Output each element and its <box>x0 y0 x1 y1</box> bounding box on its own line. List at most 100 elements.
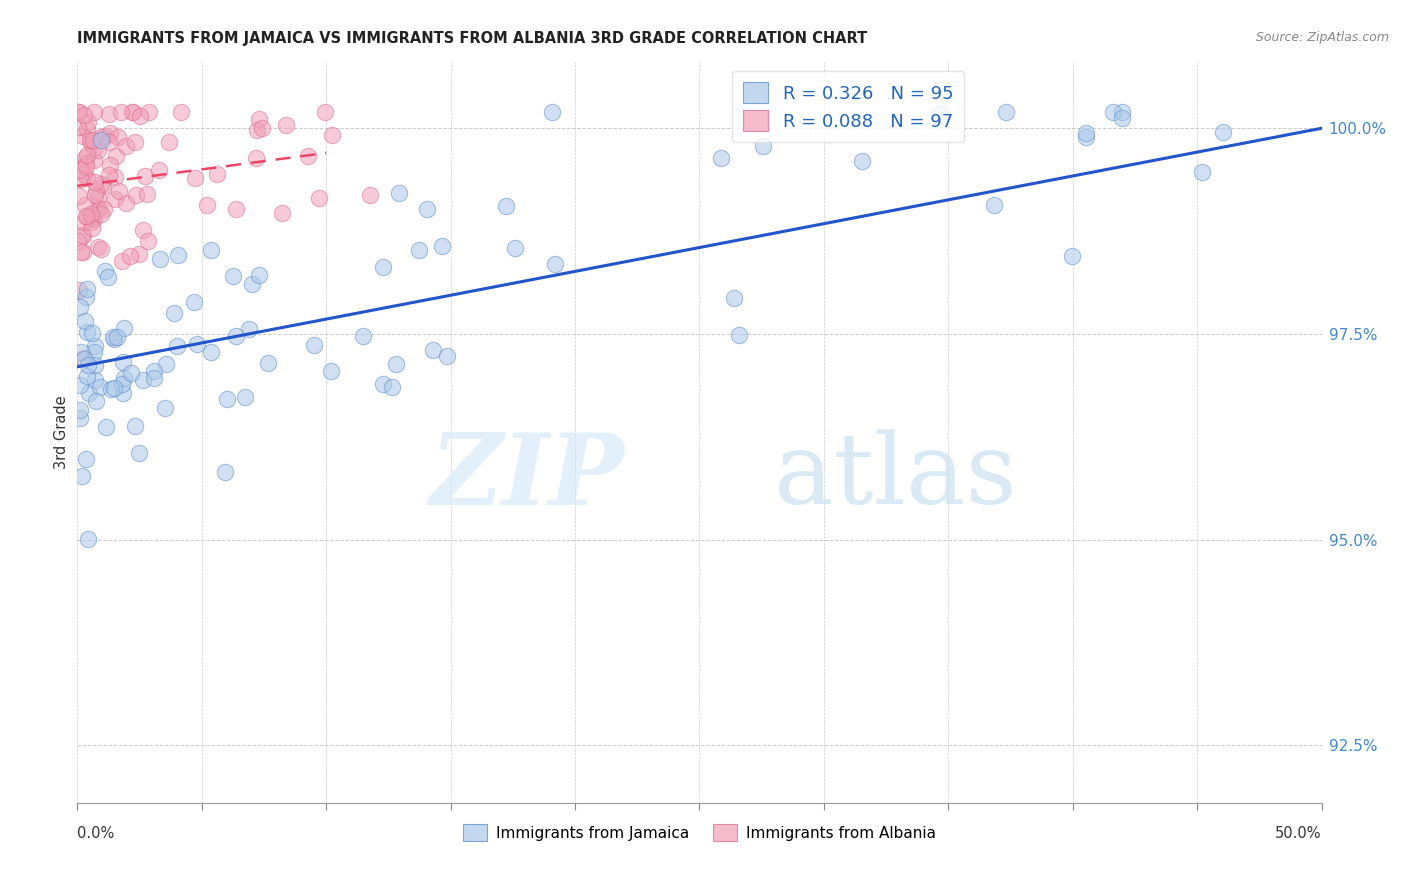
Point <box>90 242 112 256</box>
Point <box>308 191 330 205</box>
Text: Source: ZipAtlas.com: Source: ZipAtlas.com <box>1256 31 1389 45</box>
Text: 0.0%: 0.0% <box>77 826 114 841</box>
Point <box>83 345 105 359</box>
Point <box>103 332 125 346</box>
Text: 50.0%: 50.0% <box>1275 826 1322 841</box>
Point <box>128 446 150 460</box>
Point <box>69 378 91 392</box>
Point <box>69 163 91 178</box>
Point <box>69 300 91 314</box>
Point <box>163 306 186 320</box>
Point <box>72 128 94 143</box>
Point <box>200 243 222 257</box>
Point <box>97 270 120 285</box>
Point <box>84 358 107 372</box>
Point <box>271 205 294 219</box>
Point <box>246 123 269 137</box>
Point <box>1074 126 1097 140</box>
Point <box>91 178 114 193</box>
Point <box>80 207 103 221</box>
Point <box>98 135 121 149</box>
Point <box>87 202 110 216</box>
Point <box>1111 104 1133 119</box>
Point <box>75 210 97 224</box>
Point <box>319 364 342 378</box>
Point <box>155 401 177 415</box>
Point <box>84 175 107 189</box>
Point <box>247 268 270 282</box>
Point <box>710 151 733 165</box>
Point <box>1111 111 1133 125</box>
Point <box>84 394 107 409</box>
Point <box>205 167 228 181</box>
Point <box>76 368 98 383</box>
Point <box>994 104 1017 119</box>
Point <box>66 104 89 119</box>
Point <box>115 195 138 210</box>
Point <box>928 107 950 121</box>
Point <box>225 202 247 216</box>
Point <box>76 282 98 296</box>
Point <box>67 283 90 297</box>
Point <box>245 151 267 165</box>
Point <box>73 314 96 328</box>
Point <box>94 264 117 278</box>
Point <box>75 156 97 170</box>
Point <box>380 380 402 394</box>
Point <box>105 330 128 344</box>
Point <box>225 328 247 343</box>
Point <box>544 257 567 271</box>
Point <box>352 328 374 343</box>
Point <box>107 130 129 145</box>
Point <box>89 379 111 393</box>
Point <box>727 327 749 342</box>
Point <box>69 411 91 425</box>
Point <box>157 135 180 149</box>
Point <box>84 339 107 353</box>
Point <box>121 104 143 119</box>
Point <box>75 151 97 165</box>
Point <box>495 199 517 213</box>
Point <box>297 149 319 163</box>
Point <box>422 343 444 357</box>
Point <box>73 215 96 229</box>
Text: IMMIGRANTS FROM JAMAICA VS IMMIGRANTS FROM ALBANIA 3RD GRADE CORRELATION CHART: IMMIGRANTS FROM JAMAICA VS IMMIGRANTS FR… <box>77 31 868 46</box>
Point <box>83 141 105 155</box>
Point <box>186 336 208 351</box>
Point <box>103 330 125 344</box>
Point <box>167 248 190 262</box>
Point <box>314 104 336 119</box>
Point <box>118 249 141 263</box>
Point <box>98 127 121 141</box>
Point <box>76 122 98 136</box>
Point <box>132 222 155 236</box>
Point <box>197 198 219 212</box>
Point <box>125 187 148 202</box>
Point <box>183 171 205 186</box>
Point <box>69 345 91 359</box>
Point <box>82 133 104 147</box>
Point <box>82 326 104 340</box>
Point <box>80 221 103 235</box>
Point <box>76 325 98 339</box>
Point <box>104 192 127 206</box>
Point <box>100 382 122 396</box>
Point <box>104 170 127 185</box>
Point <box>72 245 94 260</box>
Point <box>86 202 108 216</box>
Point <box>73 198 96 212</box>
Point <box>120 367 142 381</box>
Point <box>148 252 170 266</box>
Point <box>1074 129 1097 144</box>
Point <box>233 390 256 404</box>
Point <box>72 469 94 483</box>
Point <box>388 186 411 200</box>
Text: ZIP: ZIP <box>430 429 624 525</box>
Point <box>371 260 394 275</box>
Point <box>83 373 105 387</box>
Point <box>90 133 112 147</box>
Point <box>103 380 125 394</box>
Point <box>408 244 430 258</box>
Point <box>114 371 136 385</box>
Point <box>148 162 170 177</box>
